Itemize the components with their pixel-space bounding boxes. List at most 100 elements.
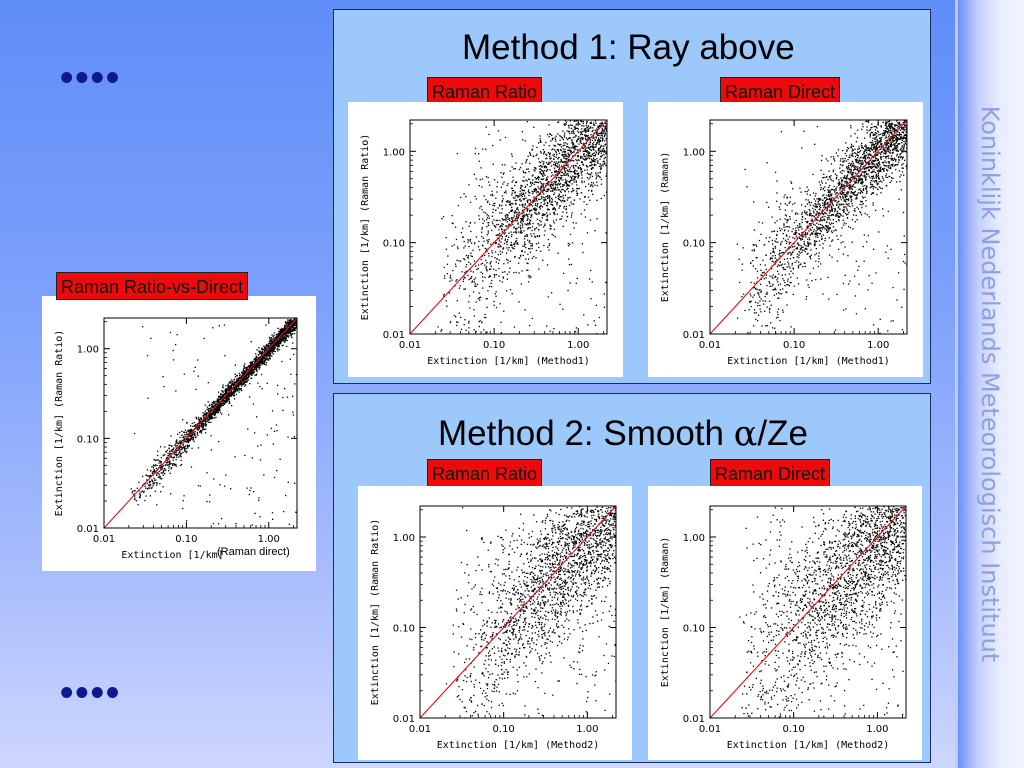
scatter-point [523,190,525,192]
scatter-point [787,219,789,221]
scatter-point [501,176,503,178]
scatter-point [507,677,509,679]
scatter-point [780,244,782,246]
scatter-point [805,248,807,250]
scatter-point [484,659,486,662]
scatter-point [482,148,484,150]
scatter-point [578,174,580,177]
scatter-point [821,238,823,240]
scatter-point [512,197,515,199]
scatter-point [565,137,568,139]
scatter-point [766,293,768,295]
scatter-point [895,159,897,161]
scatter-point [524,595,526,597]
scatter-point [577,166,579,168]
scatter-point [504,214,507,217]
scatter-point [558,183,560,186]
scatter-point [568,571,570,574]
scatter-point [575,181,577,183]
scatter-point [756,320,759,322]
scatter-point [529,211,531,213]
scatter-point [538,198,540,201]
scatter-point [829,197,831,199]
scatter-point [845,160,847,162]
scatter-point [575,175,577,178]
scatter-point [589,161,591,163]
scatter-point [798,233,801,236]
scatter-point [598,566,600,569]
scatter-point [843,199,845,201]
scatter-point [560,191,562,193]
scatter-point [483,195,485,197]
scatter-point [546,212,548,214]
scatter-point [456,153,459,155]
scatter-point [815,205,817,207]
scatter-point [836,215,838,217]
scatter-point [554,174,556,176]
scatter-point [541,195,543,198]
scatter-point [547,246,549,248]
scatter-point [585,134,587,136]
scatter-point [460,196,462,199]
scatter-point [826,203,829,205]
scatter-point [858,176,860,178]
scatter-point [523,541,525,544]
scatter-point [891,165,893,167]
scatter-point [573,120,575,122]
scatter-point [771,260,773,262]
scatter-point [877,175,879,177]
scatter-point [802,236,804,238]
scatter-point [779,289,781,291]
scatter-point [535,187,537,190]
scatter-point [511,153,513,155]
scatter-point [578,515,580,517]
scatter-point [876,167,878,169]
scatter-point [807,232,809,234]
y-tick-label: 0.10 [683,239,705,250]
scatter-point [539,558,541,560]
scatter-point [573,126,575,128]
scatter-point [528,178,530,180]
scatter-point [536,177,538,179]
scatter-point [812,192,815,194]
scatter-point [457,247,459,250]
scatter-point [557,553,559,555]
scatter-point [588,278,591,280]
scatter-point [580,120,582,122]
scatter-point [861,159,863,162]
scatter-point [490,265,492,267]
scatter-point [501,702,503,705]
scatter-point [865,170,867,172]
scatter-point [478,240,480,243]
scatter-point [576,127,578,129]
scatter-point [515,231,517,233]
scatter-point [872,175,874,177]
scatter-point [874,180,876,182]
scatter-point [825,221,828,223]
scatter-point [818,206,821,208]
scatter-point [530,204,532,206]
scatter-point [873,177,875,179]
scatter-point [864,157,867,159]
scatter-point [840,158,842,160]
scatter-point [866,120,868,122]
scatter-point [530,612,533,614]
scatter-point [744,309,746,312]
scatter-point [531,257,533,259]
scatter-point [875,137,877,139]
scatter-point [559,183,562,185]
scatter-point [818,220,821,222]
scatter-point [590,189,593,192]
scatter-point [808,209,810,211]
scatter-point [852,186,854,188]
scatter-point [765,237,767,239]
scatter-point [468,184,470,186]
scatter-point [590,158,593,160]
scatter-point [808,237,810,239]
scatter-point [544,174,546,176]
scatter-point [844,213,847,215]
badge-m1-raman-direct: Raman Direct [720,77,841,105]
scatter-point [522,644,524,646]
scatter-point [865,188,867,191]
scatter-point [870,142,873,144]
